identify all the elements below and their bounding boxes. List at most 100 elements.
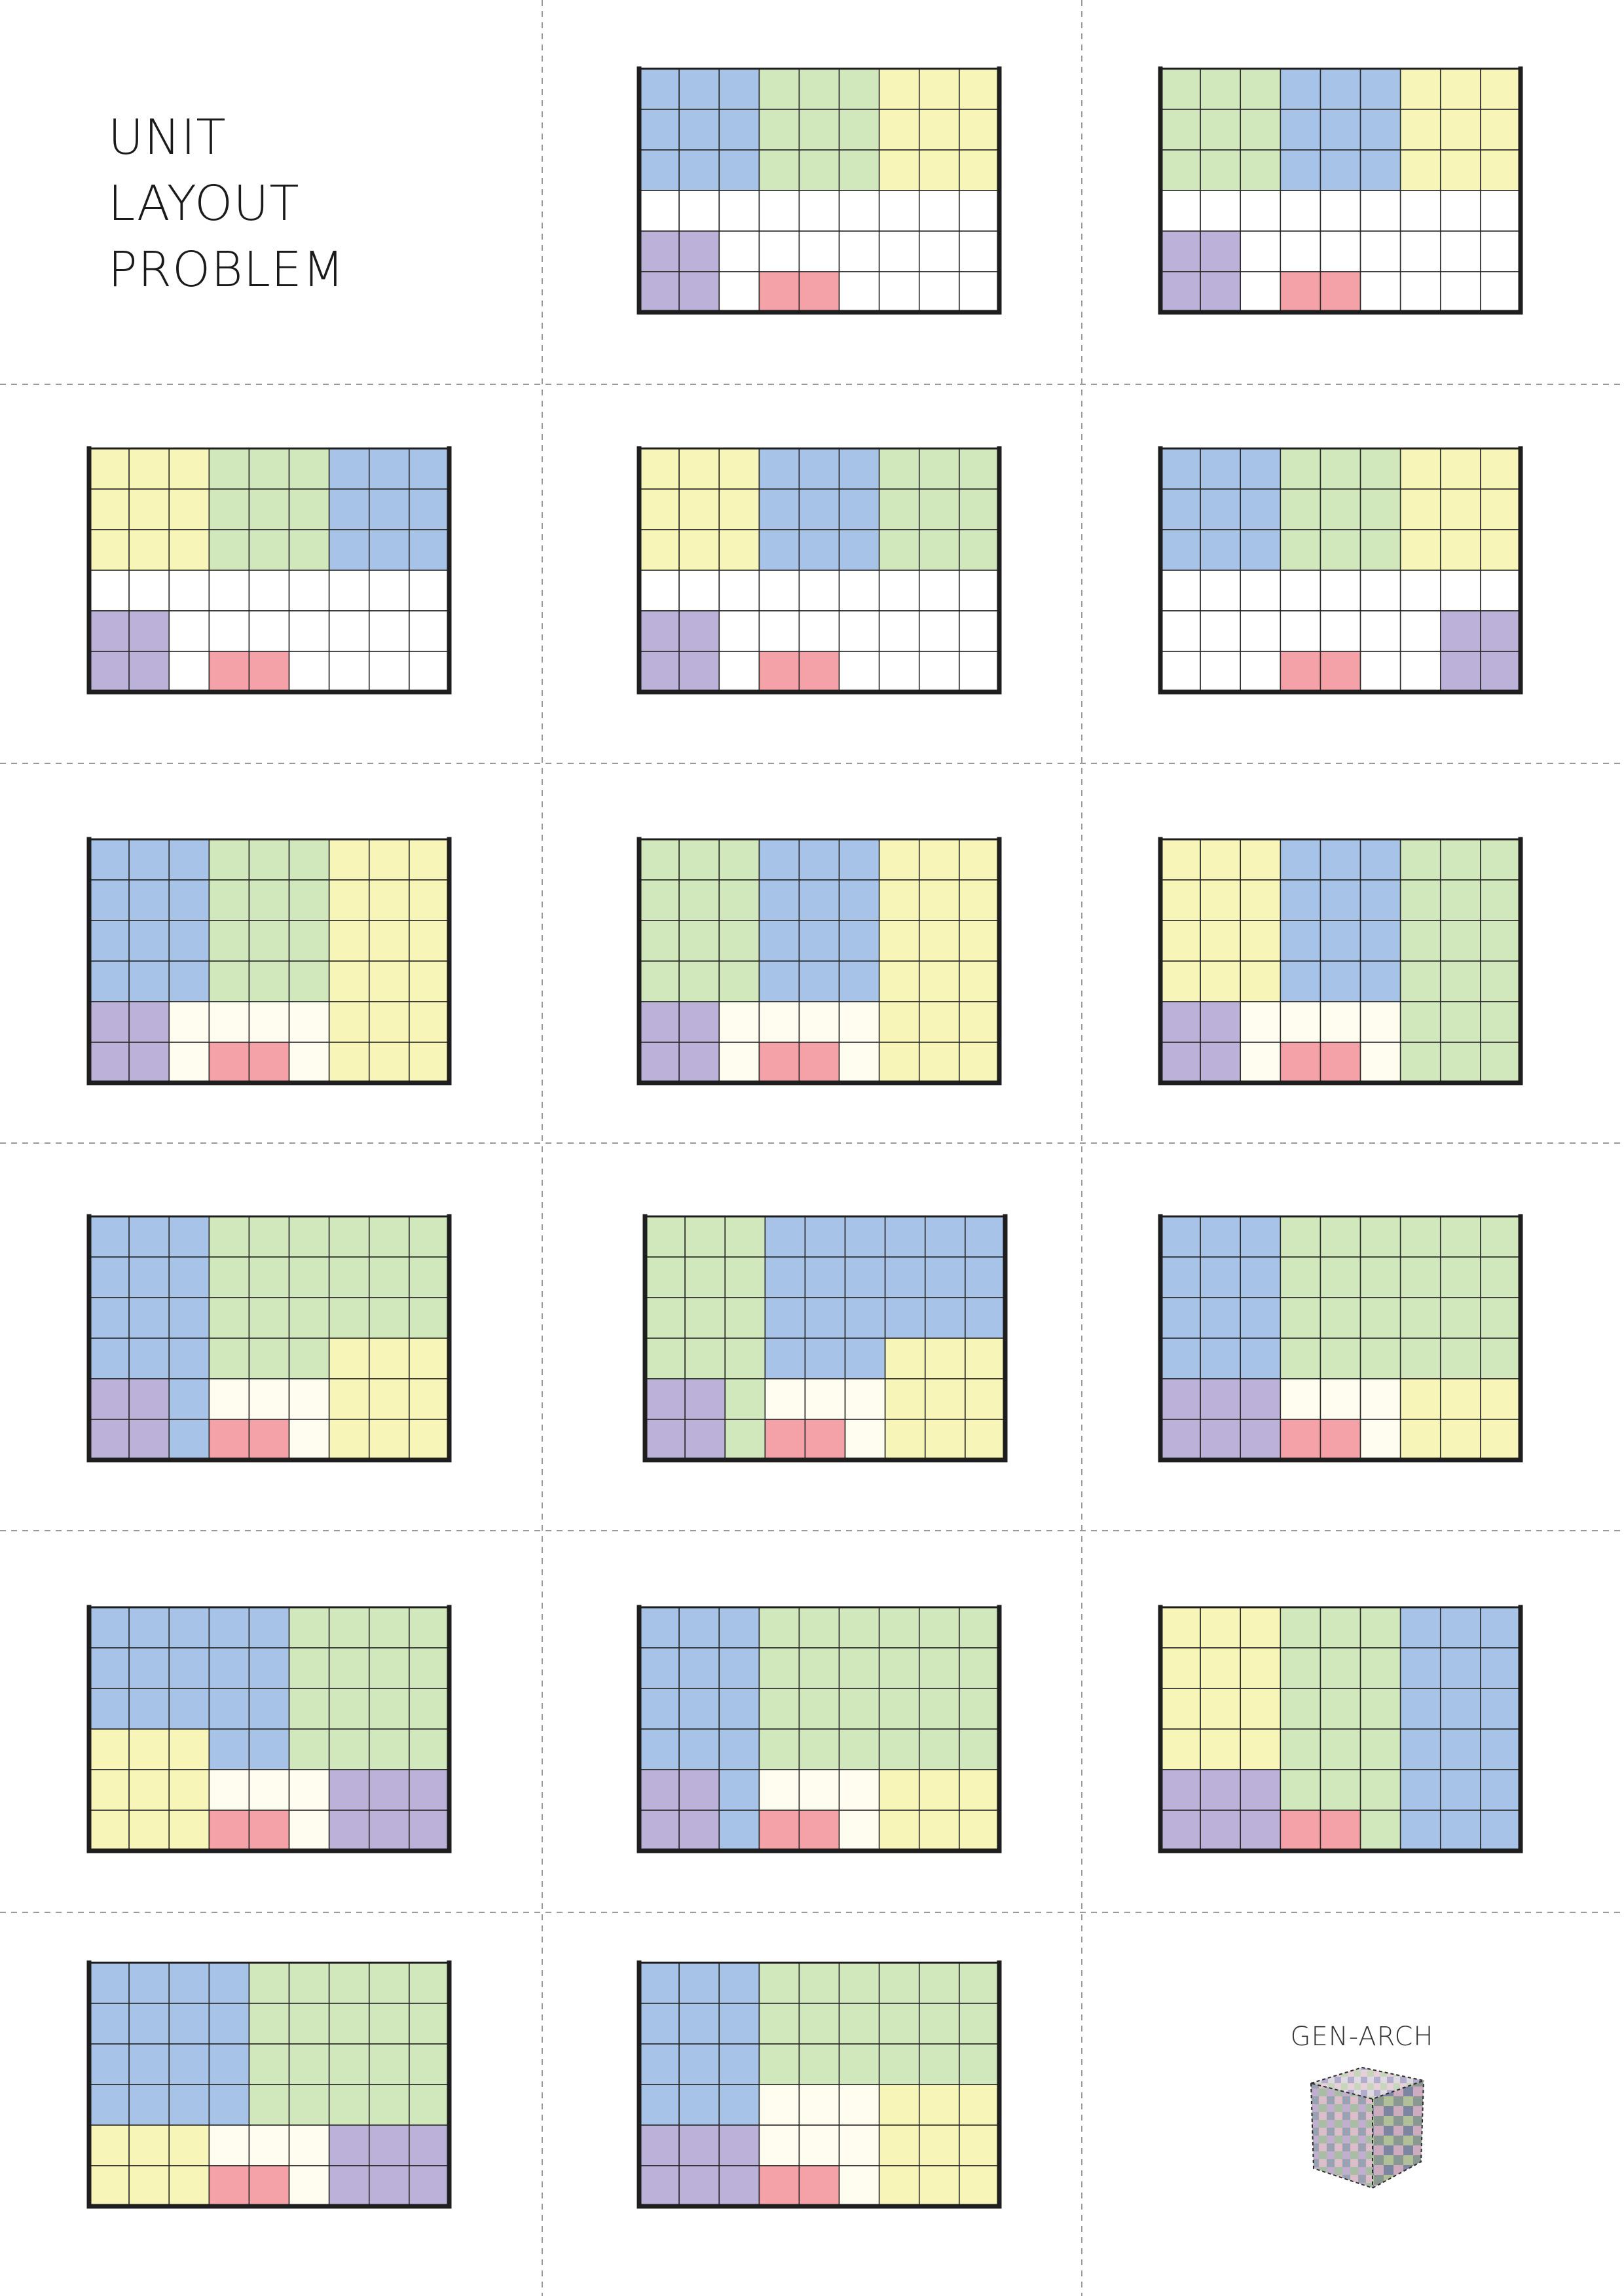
grid-cell-green (208, 1256, 250, 1298)
grid-cell-purple (88, 1001, 130, 1043)
grid-cell-blue (718, 1810, 760, 1851)
grid-cell-white (638, 190, 680, 232)
grid-cell-green (1280, 1688, 1321, 1730)
grid-cell-purple (638, 1001, 680, 1043)
grid-cell-purple (678, 1042, 720, 1084)
grid-cell-blue (1160, 529, 1201, 571)
grid-cell-blue (1200, 1338, 1242, 1379)
grid-cell-green (288, 1256, 330, 1298)
grid-cell-yellow (884, 1419, 926, 1461)
grid-cell-pink (1320, 651, 1361, 693)
grid-cell-green (1439, 960, 1481, 1002)
grid-cell-blue (1359, 879, 1401, 921)
grid-cell-white (918, 570, 960, 611)
grid-cell-purple (1200, 1001, 1242, 1043)
grid-cell-white (248, 610, 290, 652)
grid-cell-blue (798, 839, 840, 881)
grid-cell-yellow (1200, 920, 1242, 962)
grid-cell-blue (128, 920, 170, 962)
grid-cell-white (208, 610, 250, 652)
grid-cell-green (1439, 1297, 1481, 1339)
grid-cell-green (1280, 1297, 1321, 1339)
grid-cell-white (88, 570, 130, 611)
grid-cell-green (918, 488, 960, 530)
grid-cell-green (409, 2043, 450, 2085)
grid-cell-green (1280, 488, 1321, 530)
grid-cell-blue (1280, 960, 1321, 1002)
grid-cell-blue (168, 1338, 210, 1379)
grid-cell-blue (1280, 879, 1321, 921)
grid-cell-green (368, 1688, 410, 1730)
grid-cell-green (328, 1728, 370, 1770)
grid-cell-white (718, 651, 760, 693)
grid-cell-white (248, 570, 290, 611)
grid-cell-yellow (1439, 68, 1481, 110)
grid-cell-green (409, 1607, 450, 1649)
grid-cell-green (328, 2084, 370, 2126)
grid-cell-blue (168, 1688, 210, 1730)
grid-cell-yellow (328, 1419, 370, 1461)
grid-cell-yellow (918, 2124, 960, 2166)
grid-cell-purple (1240, 1419, 1282, 1461)
grid-cell-blue (1480, 1810, 1521, 1851)
grid-cell-purple (1200, 271, 1242, 313)
grid-cell-yellow (368, 839, 410, 881)
grid-cell-purple (1160, 1042, 1201, 1084)
grid-cell-white (878, 230, 920, 272)
grid-cell-yellow (88, 1810, 130, 1851)
grid-cell-white (959, 190, 1000, 232)
grid-cell-cream (844, 1419, 886, 1461)
grid-cell-white (1240, 570, 1282, 611)
grid-cell-green (248, 1962, 290, 2004)
grid-cell-yellow (878, 1810, 920, 1851)
grid-cell-blue (718, 2043, 760, 2085)
grid-cell-purple (128, 610, 170, 652)
grid-cell-yellow (924, 1419, 966, 1461)
grid-cell-green (328, 1688, 370, 1730)
grid-cell-white (838, 570, 880, 611)
grid-cell-green (1480, 1216, 1521, 1258)
grid-cell-green (409, 1962, 450, 2004)
grid-cell-green (959, 448, 1000, 490)
grid-cell-yellow (88, 2165, 130, 2207)
grid-cell-blue (1399, 1728, 1441, 1770)
grid-cell-cream (758, 1769, 800, 1811)
grid-cell-purple (128, 651, 170, 693)
grid-cell-green (1359, 1810, 1401, 1851)
grid-cell-blue (1399, 1647, 1441, 1689)
grid-cell-blue (798, 879, 840, 921)
grid-cell-yellow (1399, 488, 1441, 530)
grid-cell-purple (328, 2124, 370, 2166)
grid-cell-purple (718, 2165, 760, 2207)
grid-cell-white (1240, 190, 1282, 232)
grid-cell-green (878, 488, 920, 530)
grid-cell-yellow (918, 960, 960, 1002)
grid-cell-white (798, 230, 840, 272)
grid-cell-blue (1399, 1769, 1441, 1811)
grid-cell-yellow (878, 2124, 920, 2166)
grid-cell-cream (718, 1001, 760, 1043)
grid-cell-blue (758, 960, 800, 1002)
grid-cell-blue (1320, 879, 1361, 921)
grid-cell-blue (409, 448, 450, 490)
grid-cell-white (798, 570, 840, 611)
grid-cell-green (878, 2003, 920, 2045)
grid-cell-green (918, 1607, 960, 1649)
grid-cell-green (718, 879, 760, 921)
grid-cell-yellow (168, 2165, 210, 2207)
grid-cell-green (638, 960, 680, 1002)
grid-cell-green (1480, 1001, 1521, 1043)
grid-cell-green (368, 2043, 410, 2085)
grid-cell-pink (1280, 651, 1321, 693)
grid-cell-green (1320, 488, 1361, 530)
grid-cell-yellow (409, 1419, 450, 1461)
grid-cell-green (248, 1297, 290, 1339)
grid-cell-cream (288, 1810, 330, 1851)
unit-plan-8 (1158, 837, 1523, 1085)
grid-cell-green (1280, 1647, 1321, 1689)
grid-cell-green (1439, 1001, 1481, 1043)
grid-cell-white (1439, 570, 1481, 611)
grid-cell-green (1320, 1728, 1361, 1770)
grid-cell-pink (1320, 1810, 1361, 1851)
